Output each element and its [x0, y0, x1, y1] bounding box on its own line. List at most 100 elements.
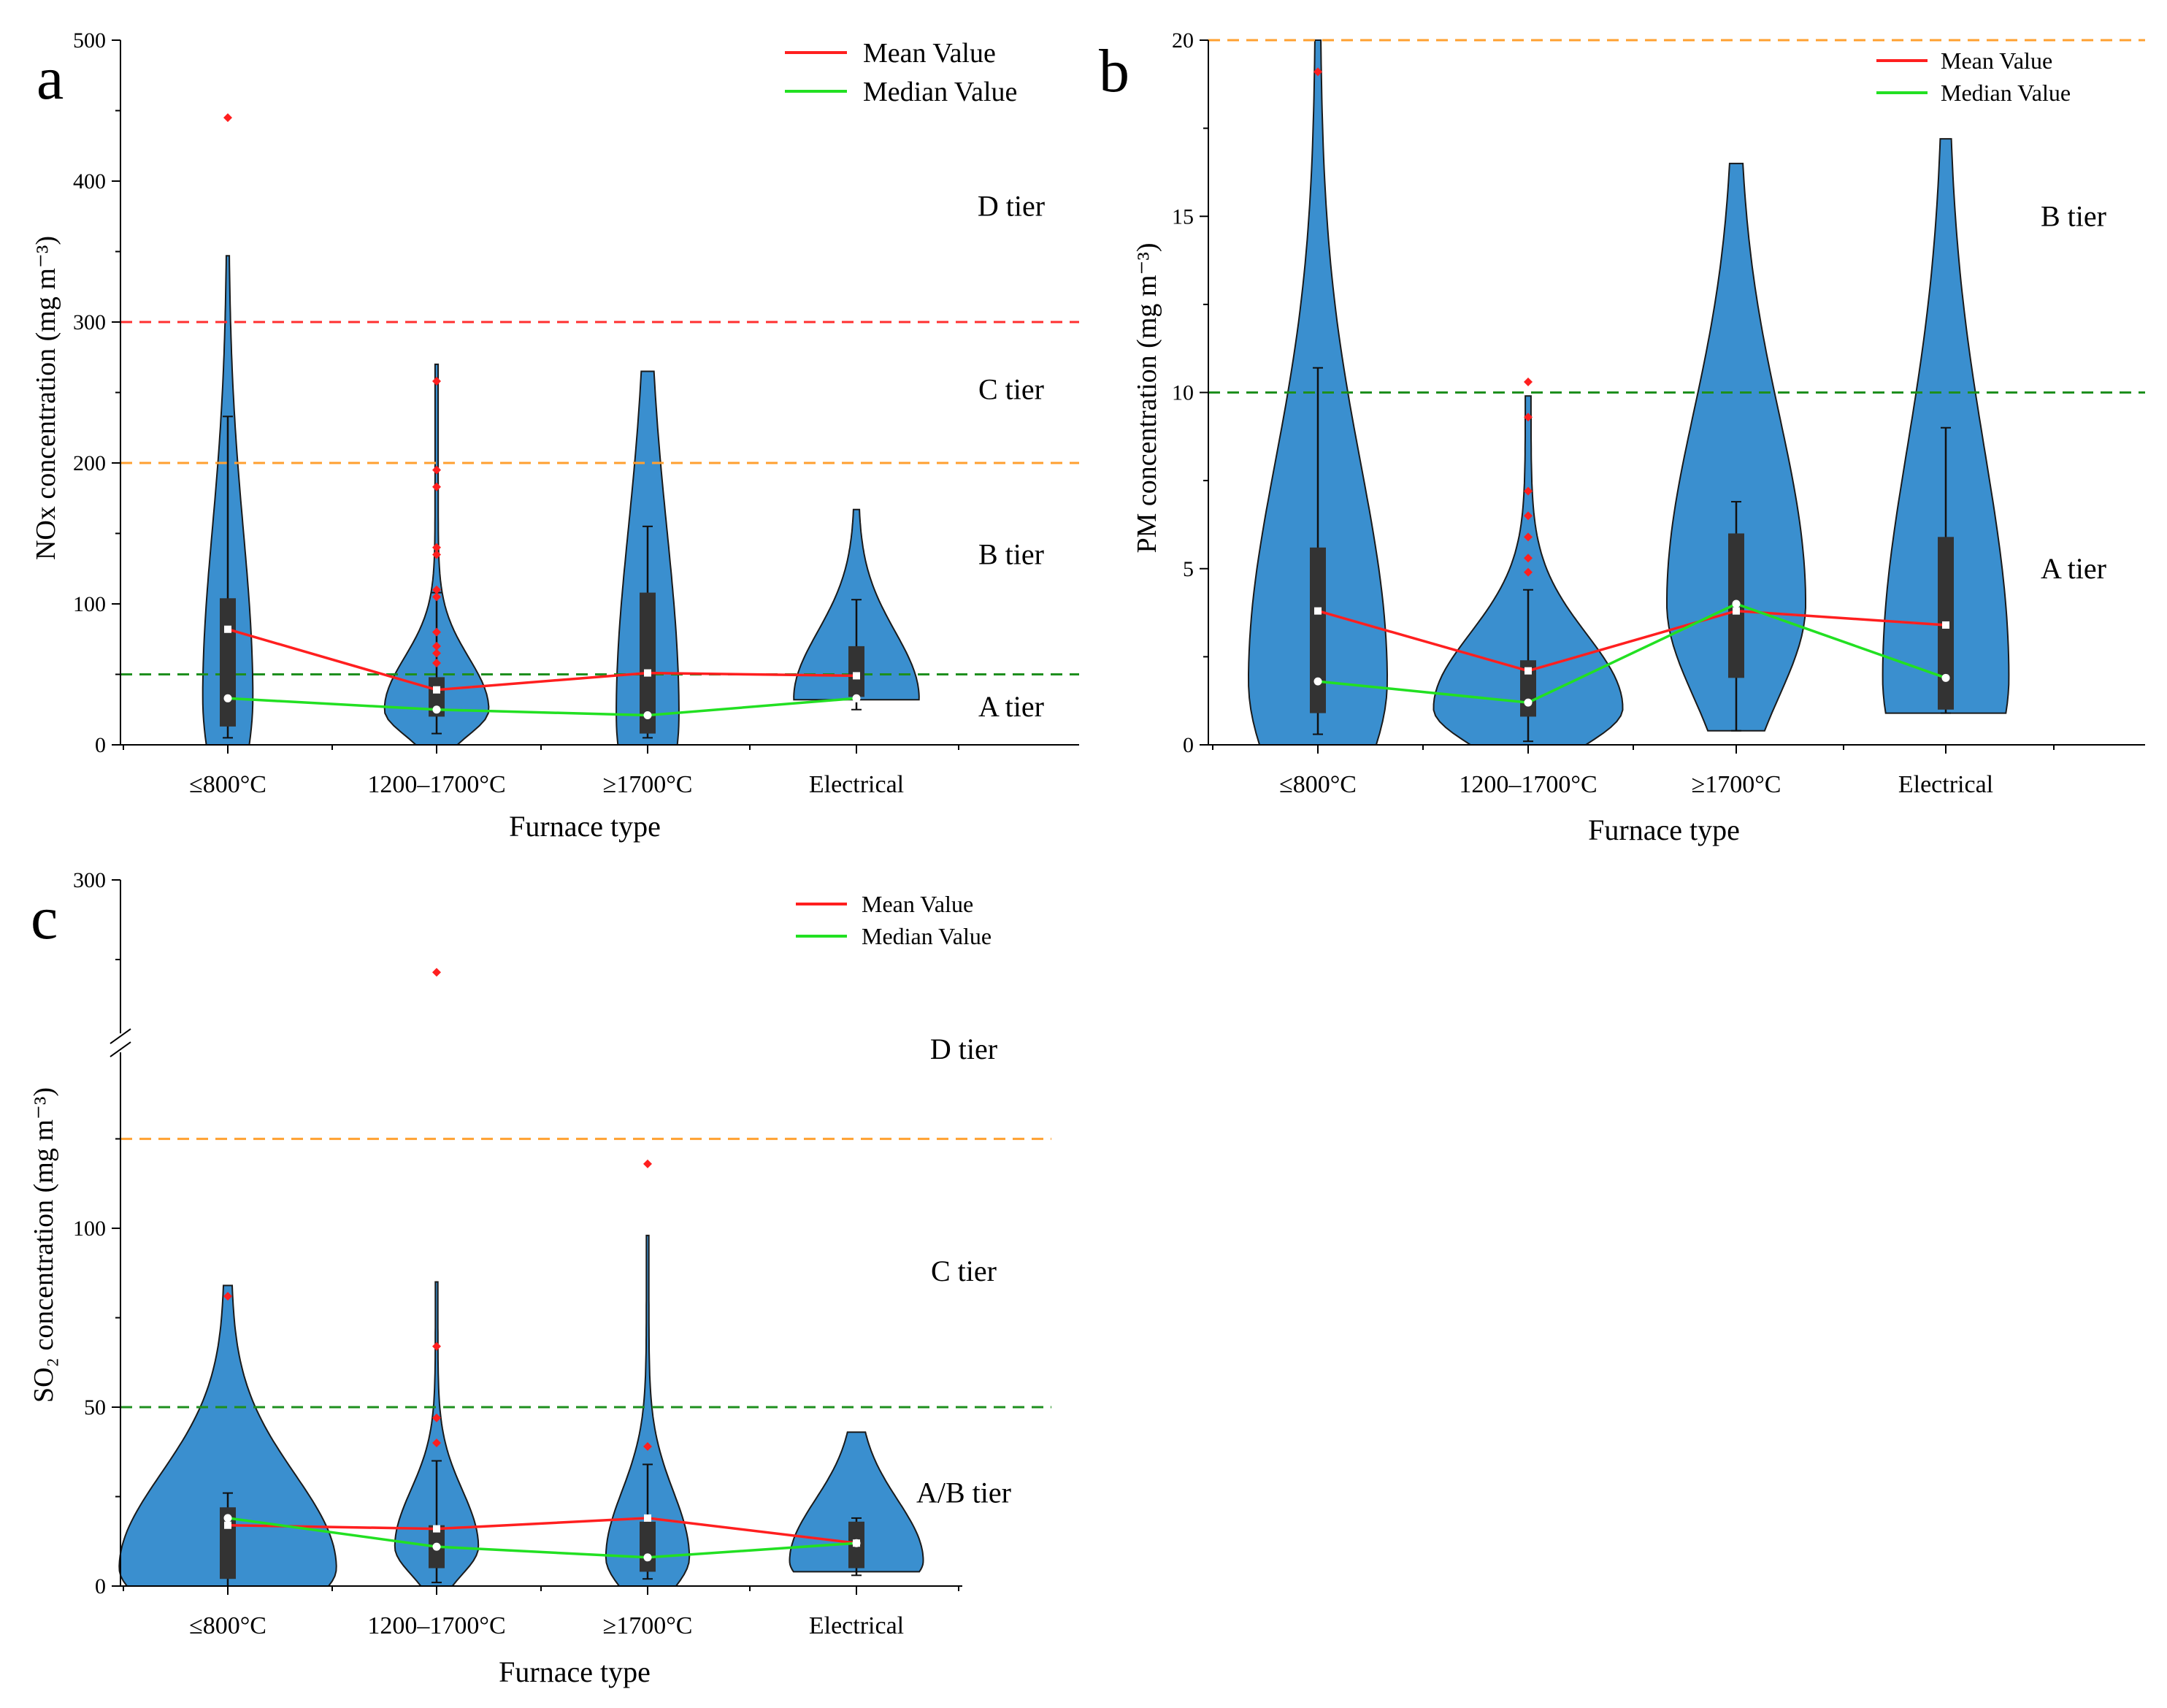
violin-3 — [605, 1234, 691, 1587]
panel-c-y-axis-label: SO₂ concentration (mg m⁻³) — [28, 1087, 59, 1403]
panel-c-outliers — [223, 968, 652, 1451]
x-tick-label: ≤800°C — [1279, 771, 1357, 798]
x-tick-label: ≤800°C — [189, 1612, 266, 1639]
median-marker-2 — [432, 1542, 441, 1551]
mean-marker-2 — [433, 1525, 440, 1533]
outlier-point — [1524, 532, 1533, 542]
y-tick-label: 50 — [84, 1395, 106, 1420]
panel-a-axes: 0 100 200 300 400 500 ≤800°C 1200–1700°C ≥1700°C… — [73, 28, 1079, 798]
y-tick-label: 100 — [73, 1217, 106, 1241]
outlier-point — [643, 1441, 652, 1451]
x-tick-label: ≥1700°C — [1692, 771, 1781, 798]
mean-marker-1 — [224, 1521, 231, 1529]
y-tick-label: 100 — [73, 592, 106, 616]
panel-b-outliers — [1313, 67, 1533, 577]
median-line — [227, 1517, 857, 1559]
panel-c-legend: Mean Value Median Value — [796, 891, 992, 949]
outlier-point — [432, 585, 441, 594]
y-tick-label: 300 — [73, 868, 106, 892]
outlier-point — [432, 465, 441, 475]
panel-a: a 0 100 200 300 400 500 ≤800°C 1200–1700°C ≥1700… — [31, 28, 1079, 843]
violin-4 — [789, 1431, 924, 1573]
y-tick-label: 0 — [95, 733, 106, 757]
median-marker-3 — [643, 1553, 652, 1562]
mean-marker-1 — [224, 625, 231, 633]
x-tick-label: ≥1700°C — [603, 771, 693, 798]
y-tick-label: 500 — [73, 28, 106, 53]
mean-line — [1317, 609, 1947, 673]
median-line — [1317, 602, 1947, 704]
y-tick-label: 0 — [95, 1574, 106, 1598]
legend-median-label: Median Value — [863, 77, 1017, 107]
outlier-point — [432, 377, 441, 386]
x-tick-label: Electrical — [809, 1612, 904, 1639]
panel-c-x-axis-label: Furnace type — [499, 1655, 651, 1688]
panel-c-tier-labels: D tier C tier A/B tier — [916, 1033, 1011, 1509]
box-1 — [220, 598, 236, 727]
violin-4 — [1882, 138, 2010, 714]
outlier-point — [1524, 554, 1533, 563]
x-tick-label: 1200–1700°C — [1459, 771, 1597, 798]
panel-a-x-axis-label: Furnace type — [509, 810, 661, 843]
panel-b-limit-lines — [1208, 39, 2145, 394]
tier-label: B tier — [2041, 199, 2106, 232]
outlier-point — [432, 1439, 441, 1448]
panel-b-trend-lines — [1313, 600, 1950, 707]
tier-label: D tier — [930, 1033, 997, 1065]
median-marker-4 — [1941, 673, 1950, 682]
panel-a-violins — [202, 255, 920, 746]
panel-c-violins — [118, 1234, 924, 1587]
panel-c-letter: c — [31, 884, 58, 952]
violin-1 — [118, 1284, 337, 1587]
legend-median-label: Median Value — [862, 923, 992, 949]
mean-line — [227, 1517, 857, 1544]
x-tick-label: ≤800°C — [189, 771, 266, 798]
tier-label: C tier — [931, 1255, 997, 1287]
mean-marker-3 — [644, 669, 651, 677]
panel-a-trend-lines — [223, 625, 861, 719]
legend-mean-label: Mean Value — [1941, 47, 2052, 74]
y-tick-label: 10 — [1172, 381, 1194, 405]
y-tick-label: 20 — [1172, 28, 1194, 53]
median-marker-4 — [852, 1539, 861, 1547]
median-marker-1 — [223, 1514, 232, 1523]
box-1 — [1310, 547, 1326, 713]
tier-label: C tier — [978, 373, 1044, 406]
panel-b-letter: b — [1099, 37, 1129, 105]
panel-c-axes: 0 50 100 300 ≤800°C 1200–1700°C ≥1700°C Electri… — [73, 868, 962, 1639]
legend-mean-label: Mean Value — [863, 38, 996, 69]
tier-label: D tier — [978, 190, 1045, 223]
legend-mean-label: Mean Value — [862, 891, 973, 917]
tier-label: B tier — [978, 537, 1044, 570]
outlier-point — [1524, 567, 1533, 577]
outlier-point — [432, 659, 441, 668]
outlier-point — [1524, 413, 1533, 422]
panel-b-tier-labels: B tier A tier — [2041, 199, 2106, 585]
outlier-point — [432, 1341, 441, 1351]
box-4 — [848, 646, 864, 697]
x-tick-label: Electrical — [1898, 771, 1993, 798]
outlier-point — [223, 1292, 232, 1301]
y-tick-label: 200 — [73, 451, 106, 475]
panel-a-letter: a — [37, 45, 64, 112]
median-marker-3 — [643, 711, 652, 719]
outlier-point — [1524, 378, 1533, 387]
panel-b-legend: Mean Value Median Value — [1876, 47, 2071, 106]
panel-b: b 0 5 10 15 20 ≤800°C 1200–1700°C ≥1700°C Electr… — [1099, 28, 2145, 846]
x-tick-label: 1200–1700°C — [367, 1612, 505, 1639]
panel-a-legend: Mean Value Median Value — [785, 38, 1017, 107]
panel-a-y-axis-label: NOx concentration (mg m⁻³) — [31, 236, 61, 560]
mean-line — [227, 628, 857, 692]
panel-b-axes: 0 5 10 15 20 ≤800°C 1200–1700°C ≥1700°C Electric… — [1172, 28, 2145, 798]
outlier-point — [1524, 486, 1533, 496]
box-3 — [640, 1521, 656, 1572]
tier-label: A tier — [2041, 552, 2106, 585]
axis-break-mark-1 — [110, 1028, 131, 1044]
outlier-point — [1313, 67, 1322, 77]
median-marker-4 — [852, 694, 861, 702]
y-tick-label: 15 — [1172, 204, 1194, 229]
panel-c-trend-lines — [223, 1514, 861, 1562]
violin-2 — [394, 1281, 480, 1587]
panel-c: c 0 50 100 300 ≤800°C 1200–1700°C ≥1700°C Elect… — [28, 868, 1051, 1688]
outlier-point — [432, 592, 441, 602]
